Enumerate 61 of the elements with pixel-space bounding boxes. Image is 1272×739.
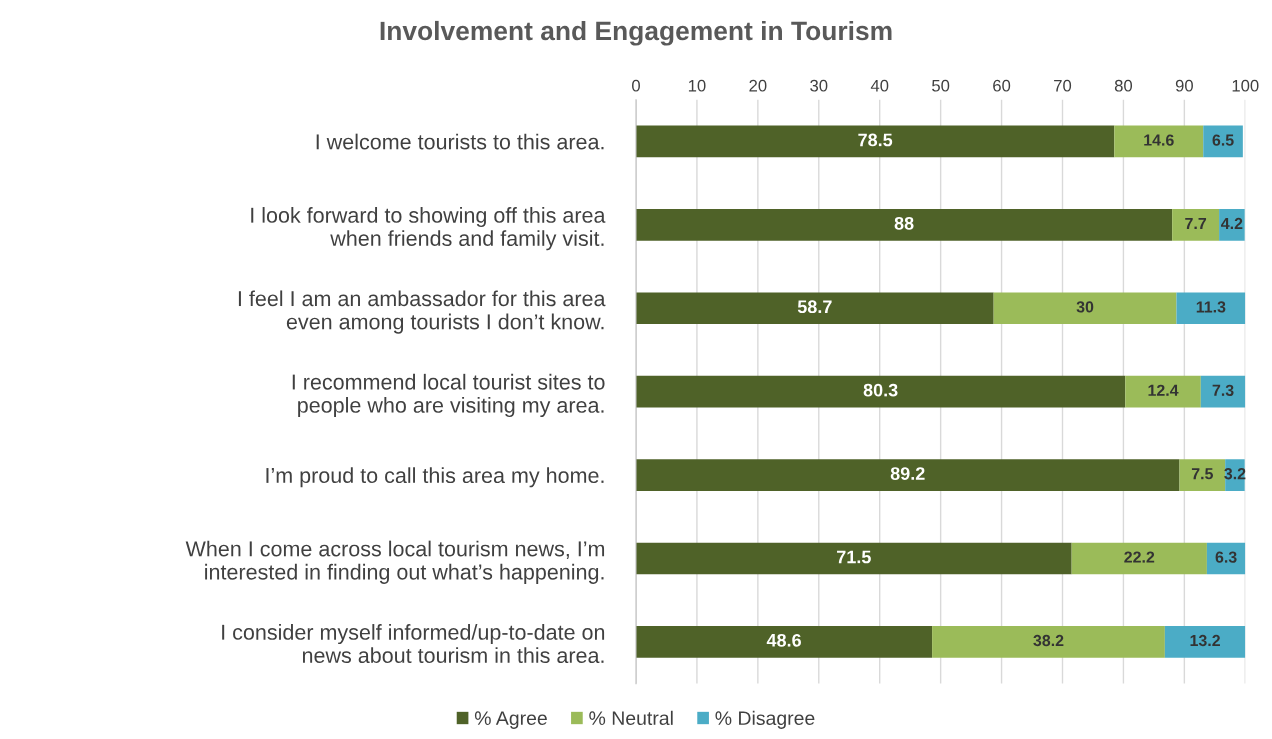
bar [1219,209,1245,241]
data-label: 78.5 [858,133,893,147]
y-tick-label: I look forward to showing off this area when friends and family visit. [251,207,606,251]
bar [1071,542,1207,575]
bar [636,459,1180,491]
bar [932,626,1165,658]
data-label: 58.7 [797,300,832,314]
data-label: 7.3 [1212,384,1234,396]
x-tick-label: 70 [1054,79,1072,92]
bar [1114,125,1204,158]
data-label: 80.3 [863,383,898,397]
x-tick-label: 80 [1114,79,1133,92]
data-label: 7.7 [1185,218,1207,229]
data-label: 14.6 [1144,134,1174,146]
bar [636,626,933,658]
y-tick-label: I recommend local tourist sites to people who are visiting my area. [292,373,605,418]
bar [993,292,1177,325]
x-tick-label: 0 [632,79,640,92]
data-label: 4.2 [1221,217,1243,229]
bar [1164,626,1246,658]
x-tick-label: 40 [870,79,889,92]
x-tick-label: 30 [810,79,828,92]
data-label: 89.2 [890,467,925,480]
bar [1125,375,1201,408]
bar [636,292,994,325]
data-label: 6.5 [1212,134,1234,146]
x-tick-label: 60 [993,79,1011,92]
x-tick-label: 90 [1175,79,1193,92]
bar [636,542,1072,575]
x-tick-label: 20 [749,79,767,92]
x-tick-label: 50 [932,79,950,92]
y-tick-label: I feel I am an ambassador for this area even among tourists I don’t know. [238,290,606,334]
y-tick-label: When I come across local tourism news, I’m interested in finding out what’s happening. [185,540,605,584]
legend-label: % Disagree [715,710,815,729]
data-label: 12.4 [1148,384,1179,396]
y-tick-label: I consider myself informed/up-to-date on news about tourism in this area. [222,624,605,664]
data-label: 48.6 [766,633,801,647]
data-label: 6.3 [1215,551,1237,563]
data-label: 71.5 [837,550,871,564]
data-label: 22.2 [1124,551,1155,563]
legend-label: % Agree [474,711,547,729]
bar [1176,292,1246,325]
y-tick-label: I’m proud to call this area my home. [266,467,604,488]
data-label: 11.3 [1196,301,1226,313]
x-tick-label: 100 [1232,79,1259,92]
y-tick-label: I welcome tourists to this area. [316,133,604,150]
x-tick-label: 10 [688,79,706,92]
data-label: 38.2 [1033,634,1064,647]
data-label: 30 [1076,301,1094,313]
bar [636,375,1126,408]
bar [1203,125,1243,158]
bar [1200,375,1246,408]
bar [636,125,1115,158]
legend-label: % Neutral [589,710,673,726]
bar [1172,209,1220,241]
bar [636,209,1173,241]
data-label: 7.5 [1191,468,1213,480]
data-label: 88 [894,216,914,230]
data-label: 13.2 [1190,634,1220,647]
chart-title: Involvement and Engagement in Tourism [380,20,892,46]
bar [1179,459,1226,491]
